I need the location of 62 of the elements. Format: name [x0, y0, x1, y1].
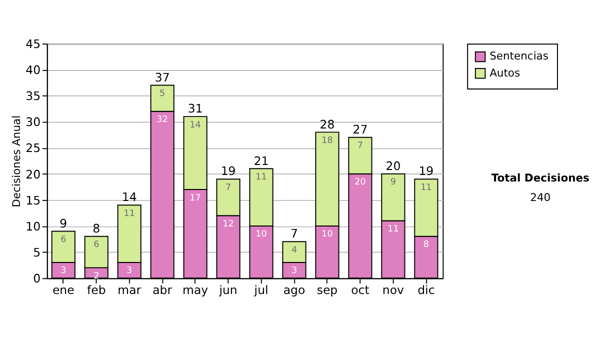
x-tick-label: jul — [253, 283, 268, 298]
data-label: 12 — [222, 219, 234, 230]
y-tick-label: 40 — [26, 63, 41, 78]
data-label: 10 — [322, 230, 333, 240]
data-label: 14 — [190, 120, 202, 130]
text: 240 — [530, 190, 551, 204]
data-label: 11 — [256, 172, 267, 182]
total-label: 28 — [320, 117, 335, 132]
data-label: 5 — [160, 89, 166, 100]
total-label: 20 — [386, 158, 401, 173]
x-tick-label: ago — [283, 283, 306, 298]
total-label: 27 — [352, 122, 368, 136]
data-label: 3 — [291, 266, 298, 276]
x-tick-label: dic — [418, 283, 435, 298]
legend-label: Sentencias — [490, 50, 549, 63]
data-label: 6 — [94, 240, 100, 250]
x-tick-label: may — [182, 283, 208, 298]
x-tick-label: jun — [218, 283, 238, 298]
data-label: 3 — [126, 266, 132, 276]
total-label: 8 — [92, 222, 100, 236]
data-label: 7 — [226, 182, 232, 193]
y-tick-label: 30 — [26, 115, 41, 130]
total-label: 19 — [418, 164, 434, 178]
data-label: 10 — [256, 230, 267, 240]
data-label: 3 — [60, 266, 66, 276]
y-tick-label: 20 — [26, 167, 41, 182]
x-tick-label: oct — [351, 283, 370, 298]
total-label: 9 — [60, 216, 68, 230]
y-tick-label: 15 — [26, 193, 41, 208]
x-tick-label: sep — [316, 283, 338, 298]
y-tick-label: 0 — [33, 272, 41, 286]
data-label: 6 — [60, 234, 67, 245]
y-tick-label: 10 — [26, 219, 41, 234]
data-label: 18 — [322, 136, 333, 146]
total-label: 31 — [188, 102, 203, 116]
total-label: 7 — [290, 226, 298, 241]
text: Total Decisiones — [491, 171, 590, 184]
y-tick-label: 5 — [33, 245, 41, 260]
y-tick-label: 25 — [26, 141, 41, 156]
legend-label: Autos — [490, 66, 520, 80]
data-label: 11 — [388, 224, 399, 235]
y-tick-label: 35 — [26, 89, 41, 104]
data-label: 4 — [291, 245, 298, 256]
total-label: 14 — [122, 190, 137, 204]
y-axis-title: Decisiones Anual — [10, 115, 23, 208]
data-label: 8 — [423, 240, 429, 250]
total-label: 19 — [220, 164, 236, 178]
data-label: 7 — [357, 141, 364, 152]
data-label: 17 — [190, 193, 201, 204]
x-tick-label: abr — [152, 283, 172, 298]
data-label: 11 — [124, 208, 135, 219]
data-label: 11 — [420, 182, 432, 193]
x-tick-label: ene — [52, 283, 74, 298]
x-tick-label: feb — [86, 283, 106, 298]
data-label: 9 — [390, 178, 396, 188]
y-tick-label: 45 — [26, 36, 41, 51]
total-label: 21 — [254, 154, 269, 168]
data-label: 20 — [354, 178, 366, 188]
data-label: 32 — [156, 115, 168, 126]
x-tick-label: nov — [382, 283, 404, 298]
total-label: 37 — [154, 70, 170, 84]
x-tick-label: mar — [118, 283, 142, 298]
